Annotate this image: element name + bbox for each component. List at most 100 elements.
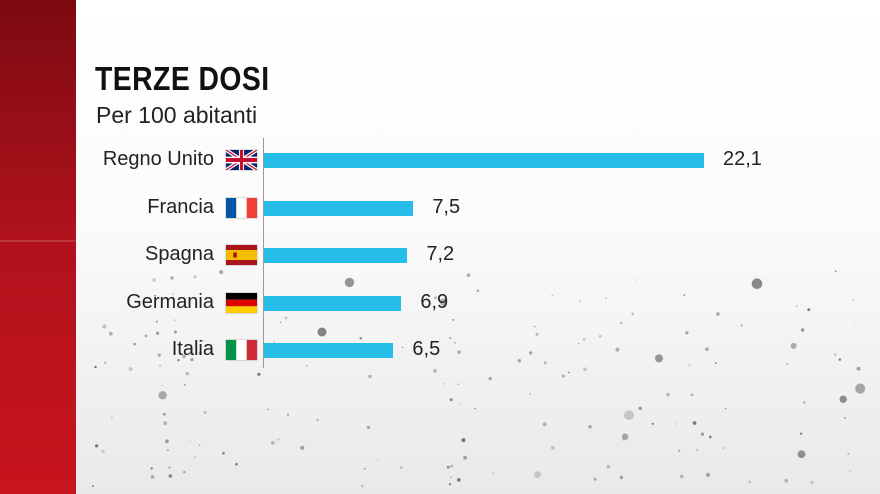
background-speck bbox=[795, 305, 798, 308]
background-speck bbox=[110, 417, 113, 419]
background-speck bbox=[94, 365, 97, 369]
red-accent-strip bbox=[0, 0, 76, 494]
background-speck bbox=[401, 346, 404, 348]
background-speck bbox=[434, 296, 437, 300]
background-speck bbox=[714, 362, 717, 364]
background-speck bbox=[551, 446, 555, 450]
background-speck bbox=[800, 328, 805, 332]
background-speck bbox=[183, 384, 186, 386]
background-speck bbox=[740, 324, 743, 327]
background-speck bbox=[606, 464, 611, 469]
background-speck bbox=[533, 325, 536, 328]
background-speck bbox=[605, 297, 607, 300]
background-speck bbox=[183, 470, 186, 474]
background-speck bbox=[476, 289, 480, 293]
background-speck bbox=[270, 441, 275, 445]
background-speck bbox=[457, 383, 460, 386]
background-speck bbox=[716, 312, 720, 316]
background-speck bbox=[700, 432, 705, 436]
background-speck bbox=[705, 347, 709, 352]
chart-title: TERZE DOSI bbox=[95, 60, 270, 97]
background-speck bbox=[847, 452, 850, 455]
data-label: 7,5 bbox=[432, 195, 461, 218]
background-speck bbox=[185, 372, 189, 376]
background-speck bbox=[619, 475, 624, 480]
background-speck bbox=[104, 361, 107, 365]
background-speck bbox=[838, 358, 842, 361]
background-speck bbox=[488, 376, 492, 381]
background-speck bbox=[163, 412, 166, 416]
background-speck bbox=[724, 407, 727, 410]
background-speck bbox=[790, 342, 797, 349]
background-speck bbox=[803, 401, 806, 404]
background-speck bbox=[316, 418, 319, 422]
background-speck bbox=[582, 338, 586, 341]
background-speck bbox=[690, 393, 694, 397]
background-speck bbox=[108, 331, 113, 336]
background-speck bbox=[368, 374, 372, 379]
background-speck bbox=[631, 312, 634, 316]
background-speck bbox=[128, 367, 133, 372]
background-speck bbox=[678, 449, 681, 452]
background-speck bbox=[193, 274, 197, 279]
background-speck bbox=[529, 351, 533, 355]
background-speck bbox=[92, 485, 94, 488]
background-speck bbox=[622, 438, 625, 441]
background-speck bbox=[583, 367, 587, 372]
background-speck bbox=[843, 416, 847, 420]
background-speck bbox=[194, 456, 196, 458]
background-speck bbox=[849, 470, 851, 472]
background-speck bbox=[173, 330, 177, 334]
background-speck bbox=[159, 364, 161, 367]
background-speck bbox=[366, 425, 371, 430]
background-speck bbox=[101, 449, 105, 454]
background-speck bbox=[305, 364, 308, 367]
channel-logo: sky tg24 bbox=[76, 24, 137, 41]
background-speck bbox=[492, 472, 494, 474]
category-label: Italia bbox=[171, 338, 214, 360]
background-speck bbox=[359, 337, 363, 340]
background-speck bbox=[638, 406, 642, 410]
background-speck bbox=[156, 331, 160, 335]
background-speck bbox=[177, 359, 180, 362]
background-speck bbox=[854, 324, 856, 326]
background-speck bbox=[201, 339, 204, 342]
background-speck bbox=[620, 321, 623, 325]
background-speck bbox=[235, 462, 238, 466]
background-speck bbox=[165, 439, 169, 444]
background-speck bbox=[577, 342, 580, 345]
background-speck bbox=[529, 393, 531, 395]
background-speck bbox=[568, 371, 570, 374]
background-speck bbox=[172, 293, 174, 296]
background-speck bbox=[852, 299, 855, 301]
category-label: Francia bbox=[147, 195, 214, 218]
background-speck bbox=[722, 446, 725, 450]
background-speck bbox=[198, 351, 202, 355]
germany-flag-icon bbox=[226, 292, 257, 313]
chart-subtitle: Per 100 abitanti bbox=[96, 102, 258, 128]
background-speck bbox=[535, 332, 539, 336]
background-speck bbox=[158, 391, 167, 400]
background-speck bbox=[534, 471, 541, 479]
background-speck bbox=[277, 438, 280, 441]
background-speck bbox=[708, 435, 712, 439]
background-speck bbox=[706, 472, 710, 477]
background-speck bbox=[452, 318, 455, 321]
background-speck bbox=[222, 451, 225, 455]
background-speck bbox=[154, 294, 157, 297]
background-speck bbox=[588, 425, 592, 429]
italy-flag-icon bbox=[226, 340, 257, 360]
background-speck bbox=[748, 480, 751, 484]
background-speck bbox=[807, 308, 811, 312]
background-speck bbox=[199, 444, 201, 446]
background-speck bbox=[300, 445, 305, 450]
bar bbox=[264, 295, 402, 311]
background-speck bbox=[449, 398, 453, 402]
background-speck bbox=[152, 278, 156, 282]
background-speck bbox=[149, 306, 151, 309]
background-speck bbox=[257, 372, 261, 376]
background-speck bbox=[651, 422, 654, 425]
background-speck bbox=[203, 411, 207, 414]
background-speck bbox=[751, 278, 763, 290]
